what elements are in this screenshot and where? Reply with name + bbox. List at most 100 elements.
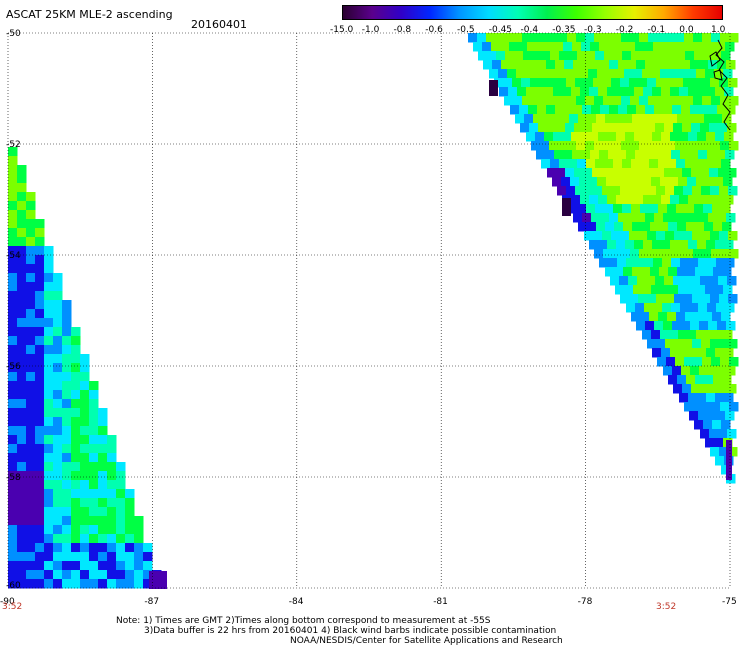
wind-cell: [581, 42, 591, 52]
wind-cell: [17, 534, 27, 544]
wind-cell: [586, 159, 596, 169]
wind-cell: [598, 132, 608, 142]
wind-cell: [581, 150, 591, 160]
wind-cell: [53, 345, 63, 355]
wind-cell: [663, 60, 673, 70]
wind-cell: [691, 123, 701, 133]
wind-cell: [707, 42, 717, 52]
wind-cell: [62, 426, 72, 436]
wind-cell: [660, 177, 670, 187]
wind-cell: [35, 507, 45, 517]
wind-cell: [668, 222, 678, 232]
wind-cell: [724, 240, 734, 250]
wind-cell: [637, 123, 647, 133]
wind-cell: [661, 348, 671, 358]
wind-cell: [631, 51, 641, 61]
wind-cell: [538, 123, 548, 133]
wind-cell: [71, 534, 81, 544]
wind-cell: [62, 543, 72, 553]
wind-cell: [718, 276, 728, 286]
wind-cell: [676, 159, 686, 169]
wind-cell: [8, 336, 18, 346]
wind-cell: [678, 330, 688, 340]
wind-cell: [89, 489, 99, 499]
wind-cell: [26, 453, 36, 463]
wind-cell: [89, 399, 99, 409]
wind-cell: [627, 213, 637, 223]
wind-cell: [665, 78, 675, 88]
wind-cell: [617, 42, 627, 52]
wind-cell: [125, 534, 135, 544]
wind-cell: [53, 579, 63, 589]
wind-cell: [637, 168, 647, 178]
wind-cell: [107, 570, 117, 580]
wind-cell: [17, 525, 27, 535]
wind-cell: [8, 174, 18, 184]
wind-cell: [720, 357, 730, 367]
wind-cell: [26, 534, 36, 544]
wind-cell: [719, 339, 729, 349]
wind-cell: [689, 411, 699, 421]
wind-cell: [716, 42, 726, 52]
wind-cell: [8, 282, 18, 292]
wind-cell: [716, 303, 726, 313]
wind-cell: [658, 51, 668, 61]
wind-cell: [8, 489, 18, 499]
wind-cell: [621, 96, 631, 106]
wind-cell: [715, 195, 725, 205]
wind-cell: [26, 426, 36, 436]
wind-cell: [603, 249, 613, 259]
wind-cell: [605, 114, 615, 124]
wind-cell: [620, 78, 630, 88]
wind-cell: [8, 300, 18, 310]
wind-cell: [35, 336, 45, 346]
wind-cell: [35, 570, 45, 580]
wind-cell: [686, 267, 696, 277]
wind-cell: [718, 123, 728, 133]
wind-cell: [8, 273, 18, 283]
wind-cell: [26, 210, 36, 220]
wind-cell: [143, 552, 153, 562]
wind-cell: [8, 543, 18, 553]
wind-cell: [53, 444, 63, 454]
wind-cell: [712, 312, 722, 322]
wind-cell: [534, 69, 544, 79]
wind-cell: [647, 78, 657, 88]
wind-cell: [662, 42, 672, 52]
wind-cell: [710, 447, 720, 457]
wind-cell: [107, 525, 117, 535]
wind-cell: [62, 327, 72, 337]
wind-cell: [633, 285, 643, 295]
wind-cell: [554, 150, 564, 160]
wind-cell: [664, 276, 674, 286]
wind-cell: [125, 489, 135, 499]
wind-cell: [35, 453, 45, 463]
wind-cell: [658, 312, 668, 322]
wind-cell: [708, 60, 718, 70]
wind-cell: [53, 516, 63, 526]
wind-cell: [556, 168, 566, 178]
wind-cell: [726, 105, 736, 115]
wind-cell: [26, 291, 36, 301]
wind-cell: [557, 186, 567, 196]
wind-cell: [53, 309, 63, 319]
wind-cell: [567, 33, 577, 43]
wind-cell: [693, 141, 703, 151]
wind-cell: [679, 132, 689, 142]
wind-cell: [704, 222, 714, 232]
wind-cell: [26, 408, 36, 418]
wind-cell: [728, 78, 738, 88]
wind-cell: [80, 453, 90, 463]
wind-cell: [53, 363, 63, 373]
wind-cell: [630, 141, 640, 151]
wind-cell: [651, 285, 661, 295]
wind-cell: [44, 426, 54, 436]
wind-cell: [26, 327, 36, 337]
wind-cell: [635, 150, 645, 160]
wind-cell: [645, 213, 655, 223]
wind-cell: [691, 168, 701, 178]
wind-cell: [53, 561, 63, 571]
wind-cell: [702, 402, 712, 412]
wind-cell: [632, 267, 642, 277]
wind-cell: [675, 141, 685, 151]
